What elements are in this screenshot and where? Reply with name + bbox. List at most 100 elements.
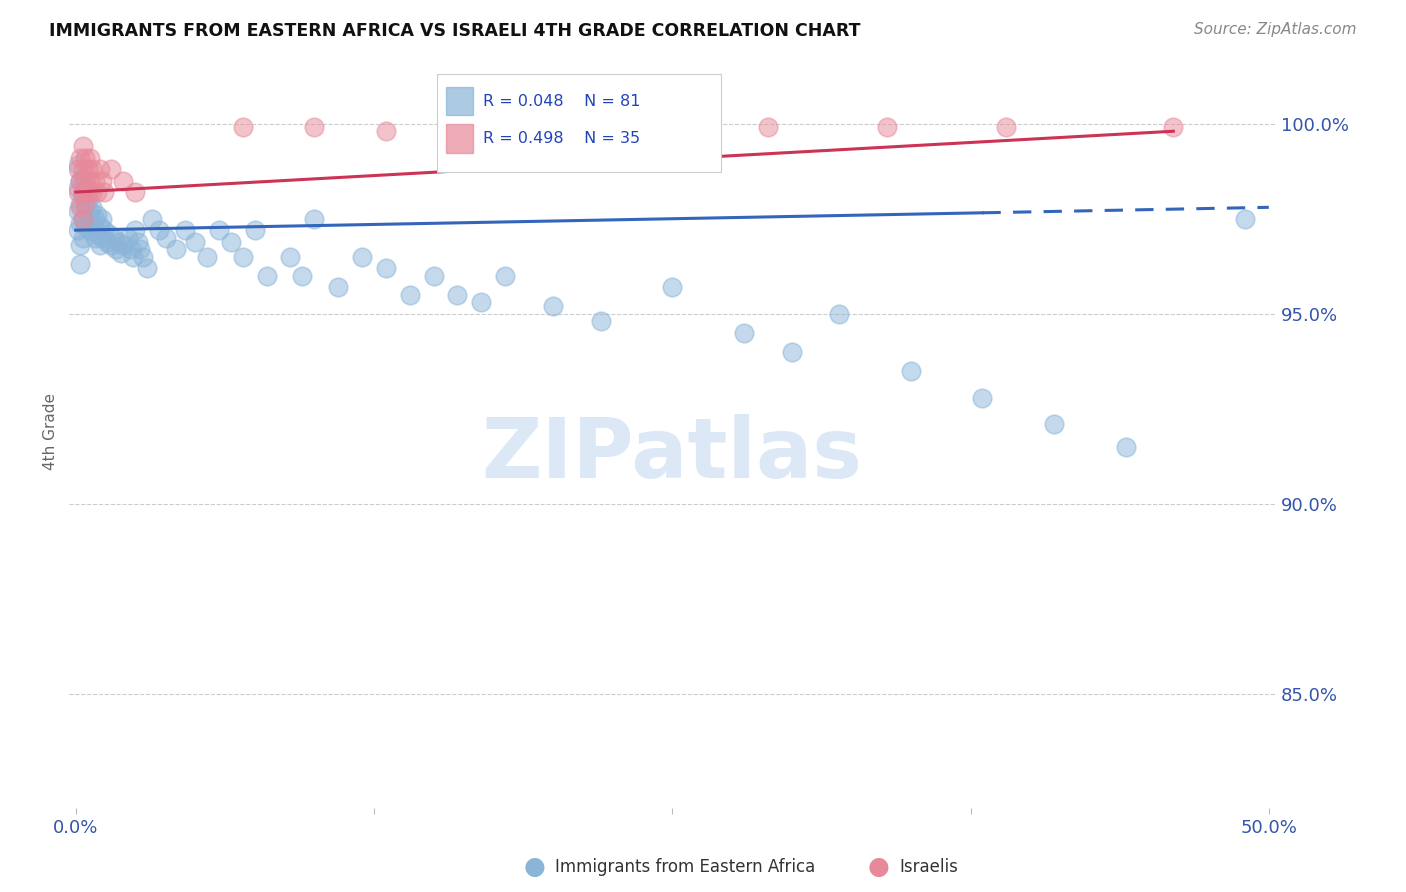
Point — [470, 120, 492, 135]
Point — [83, 231, 105, 245]
Point — [91, 231, 114, 245]
Point — [69, 174, 91, 188]
Point — [96, 235, 118, 249]
Point — [1233, 211, 1256, 226]
Point — [110, 246, 132, 260]
Point — [328, 280, 350, 294]
Text: Israelis: Israelis — [900, 858, 959, 876]
Point — [446, 288, 468, 302]
Text: Source: ZipAtlas.com: Source: ZipAtlas.com — [1194, 22, 1357, 37]
Point — [541, 299, 564, 313]
Point — [174, 223, 197, 237]
Point — [195, 250, 218, 264]
Point — [995, 120, 1018, 135]
Point — [112, 174, 135, 188]
Text: IMMIGRANTS FROM EASTERN AFRICA VS ISRAELI 4TH GRADE CORRELATION CHART: IMMIGRANTS FROM EASTERN AFRICA VS ISRAEL… — [49, 22, 860, 40]
Point — [82, 219, 104, 234]
Point — [780, 345, 803, 359]
Point — [1043, 417, 1066, 432]
Text: Immigrants from Eastern Africa: Immigrants from Eastern Africa — [555, 858, 815, 876]
FancyBboxPatch shape — [437, 74, 720, 172]
Point — [69, 174, 91, 188]
Point — [76, 193, 98, 207]
Point — [89, 162, 111, 177]
Point — [243, 223, 266, 237]
Point — [89, 219, 111, 234]
Point — [280, 250, 302, 264]
Point — [304, 120, 326, 135]
Text: ●: ● — [523, 855, 546, 879]
Point — [72, 169, 94, 184]
Point — [398, 288, 420, 302]
Point — [75, 219, 97, 234]
Point — [129, 242, 152, 256]
Text: ZIPatlas: ZIPatlas — [482, 414, 863, 495]
Point — [124, 223, 146, 237]
Point — [75, 200, 97, 214]
Point — [304, 211, 326, 226]
Point — [148, 223, 170, 237]
FancyBboxPatch shape — [447, 87, 472, 115]
Point — [69, 151, 91, 165]
Point — [83, 211, 105, 226]
Point — [91, 211, 114, 226]
Point — [422, 268, 444, 283]
Point — [86, 185, 108, 199]
Point — [470, 295, 492, 310]
Point — [72, 139, 94, 153]
Point — [100, 162, 122, 177]
Point — [76, 162, 98, 177]
Point — [76, 185, 98, 199]
Point — [124, 185, 146, 199]
Point — [93, 185, 115, 199]
Point — [72, 162, 94, 177]
Point — [131, 250, 153, 264]
Point — [69, 215, 91, 229]
Point — [91, 174, 114, 188]
Point — [72, 211, 94, 226]
Point — [69, 238, 91, 252]
Point — [120, 242, 142, 256]
Point — [232, 120, 254, 135]
Point — [117, 231, 139, 245]
Text: R = 0.498    N = 35: R = 0.498 N = 35 — [482, 131, 640, 146]
Point — [67, 159, 90, 173]
Point — [208, 223, 231, 237]
Point — [141, 211, 163, 226]
Point — [79, 223, 101, 237]
Point — [69, 200, 91, 214]
Point — [67, 162, 90, 177]
Point — [256, 268, 278, 283]
Point — [165, 242, 187, 256]
Point — [75, 196, 97, 211]
Point — [76, 211, 98, 226]
Point — [69, 257, 91, 271]
Point — [72, 211, 94, 226]
Point — [89, 238, 111, 252]
Point — [155, 231, 177, 245]
Point — [112, 238, 135, 252]
Point — [374, 261, 396, 276]
Point — [75, 181, 97, 195]
Point — [136, 261, 159, 276]
Point — [756, 120, 779, 135]
Point — [79, 204, 101, 219]
Point — [79, 151, 101, 165]
Point — [374, 124, 396, 138]
Point — [972, 391, 994, 405]
Y-axis label: 4th Grade: 4th Grade — [44, 393, 58, 470]
Point — [72, 189, 94, 203]
Point — [69, 196, 91, 211]
Point — [661, 280, 683, 294]
Point — [184, 235, 207, 249]
Point — [67, 204, 90, 219]
Point — [98, 227, 121, 241]
Point — [122, 250, 145, 264]
Point — [589, 120, 612, 135]
Point — [494, 268, 516, 283]
Point — [733, 326, 755, 340]
Point — [1163, 120, 1185, 135]
Text: ●: ● — [868, 855, 890, 879]
Point — [67, 223, 90, 237]
Point — [589, 314, 612, 328]
